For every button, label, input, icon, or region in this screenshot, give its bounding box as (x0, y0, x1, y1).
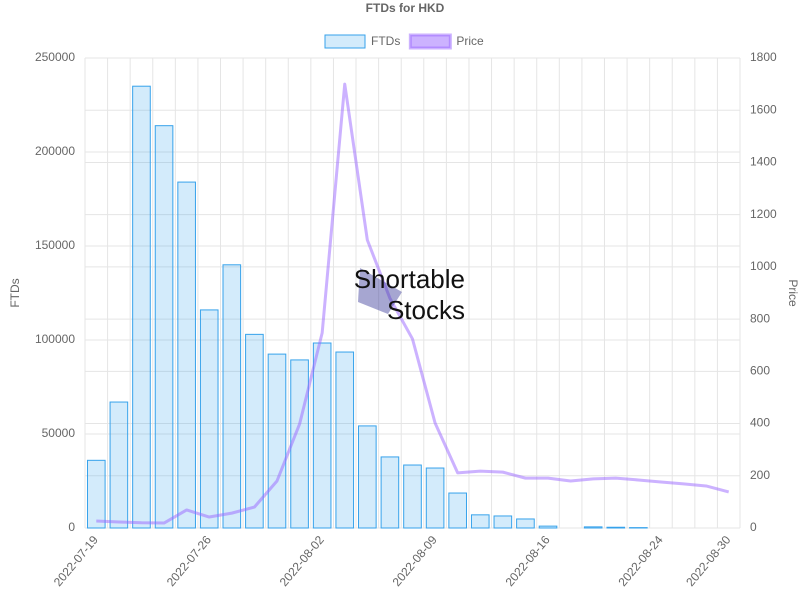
legend-label: FTDs (371, 34, 400, 48)
x-tick-label: 2022-07-19 (51, 533, 101, 589)
chart-title: FTDs for HKD (366, 1, 445, 15)
y2-tick-label: 800 (750, 311, 770, 325)
y-tick-label: 200000 (35, 144, 75, 158)
bar (425, 467, 445, 529)
x-tick-label: 2022-08-16 (503, 533, 553, 589)
watermark-logo (358, 268, 402, 314)
bar (132, 85, 151, 529)
bar (109, 401, 129, 529)
y-axis-title: FTDs (8, 278, 22, 307)
bar (177, 181, 196, 529)
bar (538, 525, 558, 529)
bar (290, 359, 309, 529)
y-tick-label: 0 (68, 520, 75, 534)
price-line (96, 82, 730, 525)
bar (516, 518, 535, 529)
watermark-text: Stocks (387, 295, 465, 325)
bar (222, 264, 242, 529)
bar (583, 526, 603, 529)
x-tick-label: 2022-08-02 (277, 533, 327, 589)
legend-label: Price (456, 34, 484, 48)
bar (86, 459, 106, 529)
x-tick-label: 2022-08-24 (615, 533, 665, 589)
y-tick-label: 50000 (42, 426, 76, 440)
bar (199, 309, 219, 529)
y2-tick-label: 200 (750, 468, 770, 482)
y2-tick-label: 1800 (750, 50, 777, 64)
x-tick-label: 2022-07-26 (164, 533, 214, 589)
bar (245, 333, 264, 529)
y2-tick-label: 1400 (750, 155, 777, 169)
y2-tick-label: 1200 (750, 207, 777, 221)
y-tick-label: 150000 (35, 238, 75, 252)
y2-tick-label: 1000 (750, 259, 777, 273)
bar (154, 125, 174, 529)
bar (267, 353, 287, 529)
legend-swatch (408, 33, 452, 50)
bar (606, 526, 626, 529)
bar (358, 425, 377, 529)
bar (380, 456, 400, 529)
bar (312, 342, 332, 529)
legend-swatch (324, 34, 366, 49)
y2-tick-label: 1600 (750, 102, 777, 116)
bar (493, 515, 513, 529)
x-tick-label: 2022-08-09 (390, 533, 440, 589)
legend-item: FTDs (324, 34, 400, 49)
bar (448, 492, 467, 529)
bar (403, 464, 422, 529)
y2-tick-label: 600 (750, 364, 770, 378)
y2-tick-label: 0 (750, 520, 757, 534)
y-tick-label: 100000 (35, 332, 75, 346)
y-tick-label: 250000 (35, 50, 75, 64)
x-tick-label: 2022-08-30 (683, 533, 733, 589)
watermark-text: Shortable (354, 264, 465, 294)
legend-item: Price (408, 33, 484, 50)
y2-axis-title: Price (786, 279, 800, 307)
y2-tick-label: 400 (750, 416, 770, 430)
bar (470, 514, 490, 529)
bar (335, 351, 355, 529)
